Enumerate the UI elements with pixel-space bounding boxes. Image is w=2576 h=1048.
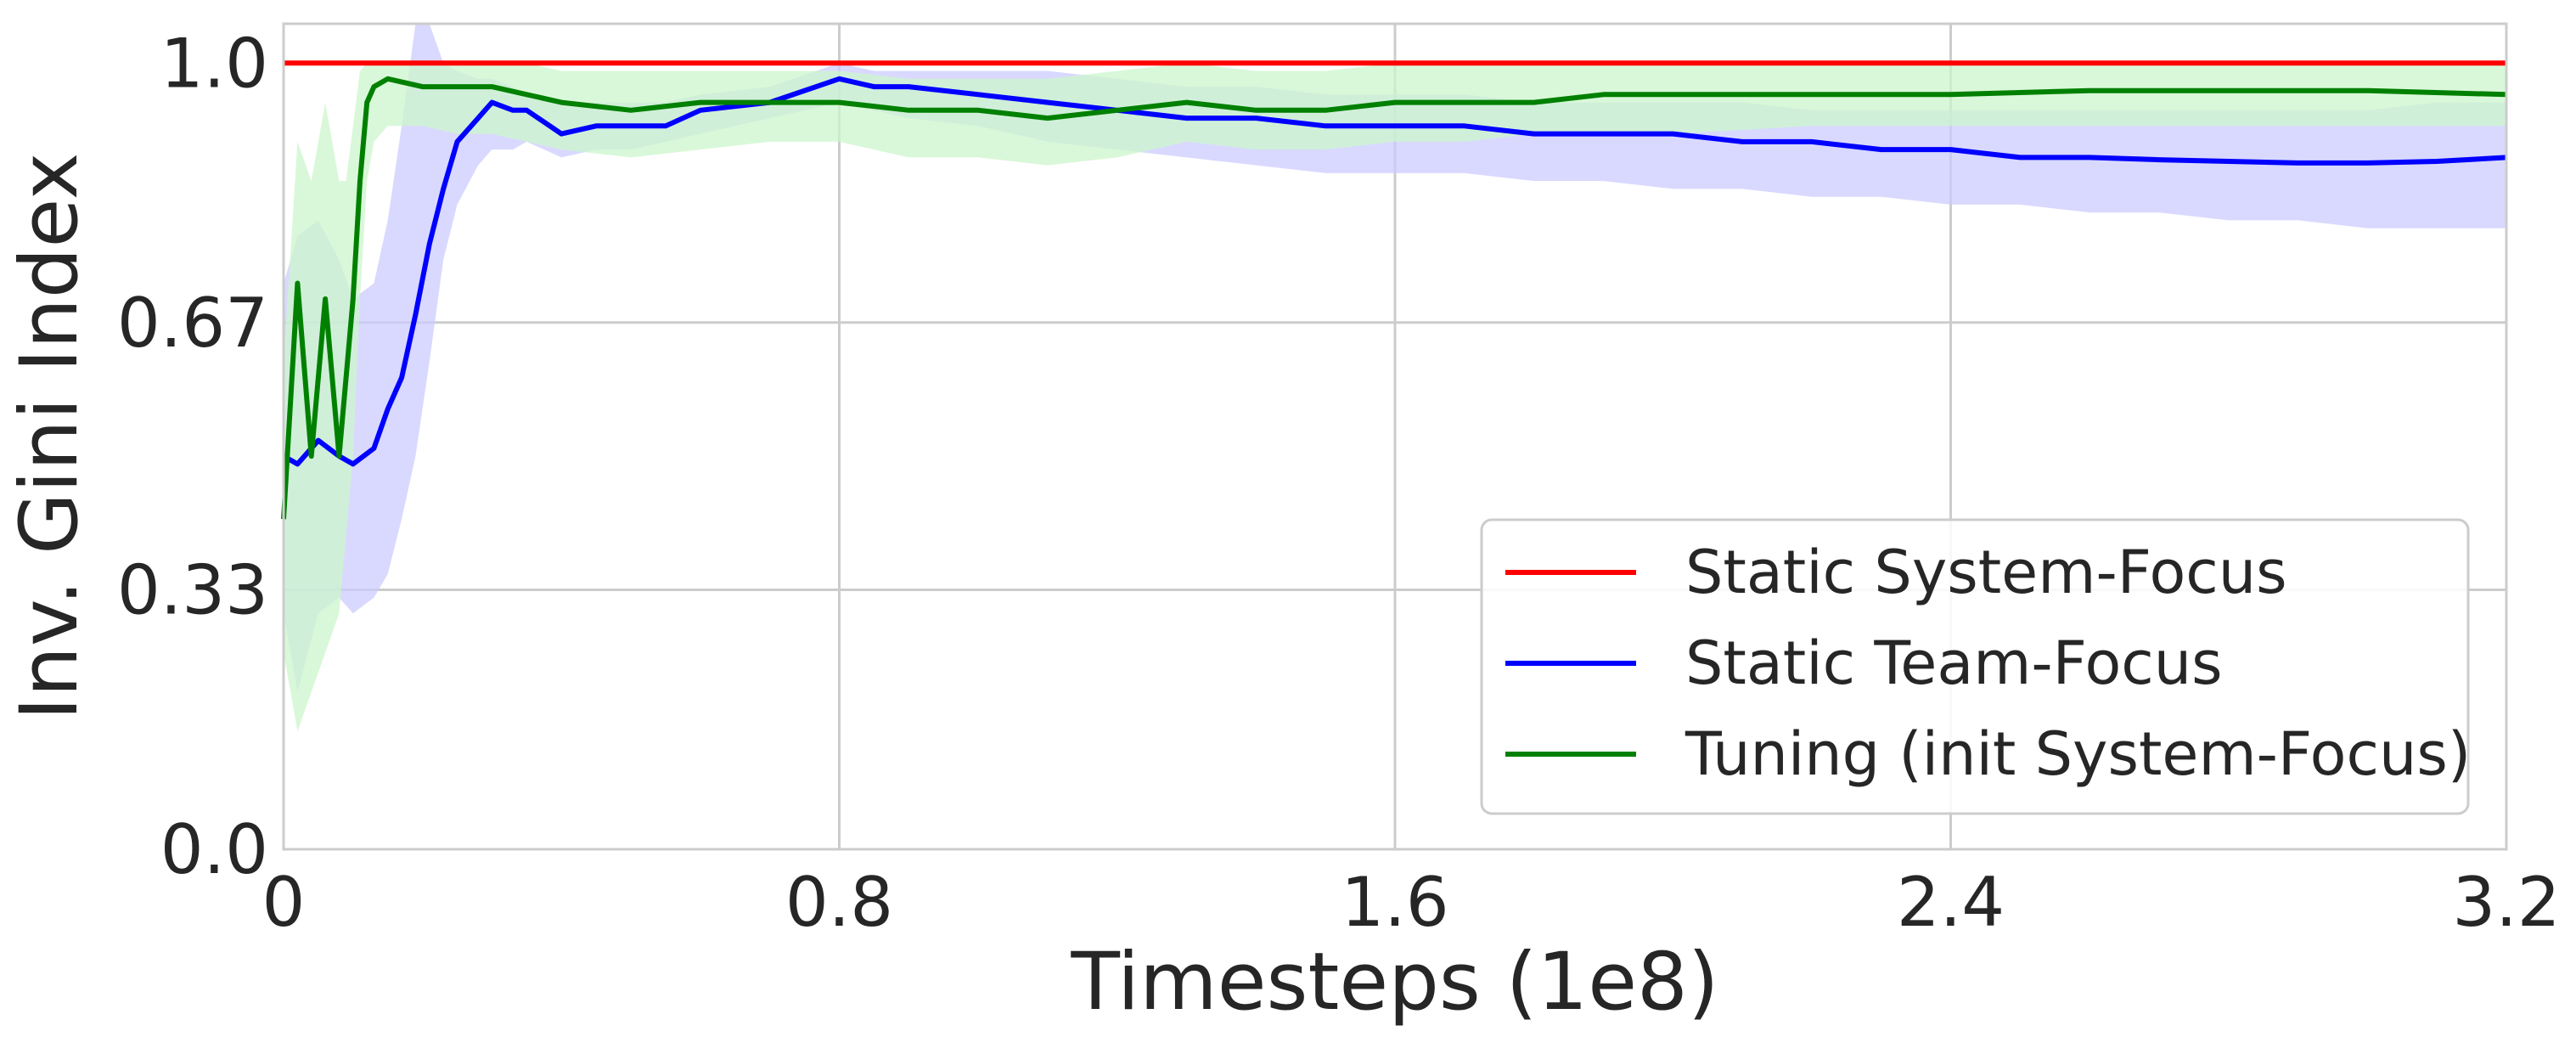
legend-box — [1480, 518, 2470, 815]
series-line — [282, 76, 2507, 467]
x-tick-label: 0 — [262, 863, 306, 942]
x-tick-labels: 0 0.8 1.6 2.4 3.2 — [262, 863, 2561, 942]
y-tick-label: 0.0 — [160, 810, 268, 889]
plot-frame — [282, 22, 2508, 851]
y-tick-label: 0.67 — [117, 284, 268, 363]
x-axis-label: Timesteps (1e8) — [1070, 936, 1718, 1028]
y-axis-label: Inv. Gini Index — [3, 153, 96, 721]
x-tick-label: 0.8 — [785, 863, 893, 942]
y-tick-labels: 0.0 0.33 0.67 1.0 — [117, 24, 268, 889]
x-tick-label: 1.6 — [1341, 863, 1448, 942]
series-lines — [281, 60, 2507, 520]
legend-label: Tuning (init System-Focus) — [1685, 719, 2471, 789]
series-band — [284, 24, 2506, 692]
y-tick-label: 0.33 — [117, 551, 268, 630]
series-line — [281, 76, 2507, 520]
x-tick-label: 3.2 — [2452, 863, 2560, 942]
confidence-bands — [284, 24, 2506, 732]
legend: Static System-Focus Static Team-Focus Tuni… — [1480, 518, 2471, 815]
series-band — [284, 63, 2506, 732]
y-tick-label: 1.0 — [160, 24, 268, 103]
x-tick-label: 2.4 — [1897, 863, 2005, 942]
legend-label: Static System-Focus — [1685, 538, 2287, 607]
legend-label: Static Team-Focus — [1685, 628, 2223, 698]
